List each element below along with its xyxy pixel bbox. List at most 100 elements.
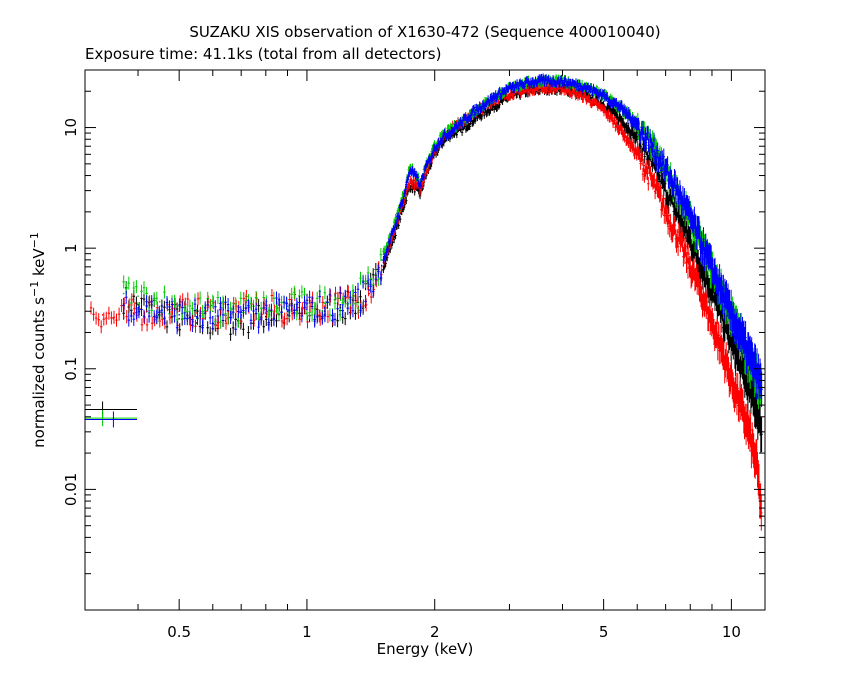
data-point bbox=[158, 300, 161, 303]
x-tick-label: 2 bbox=[430, 623, 440, 641]
data-point bbox=[354, 299, 357, 302]
data-point bbox=[636, 138, 638, 140]
data-point bbox=[380, 266, 383, 268]
data-point bbox=[700, 266, 703, 268]
data-point bbox=[122, 292, 125, 295]
data-point bbox=[602, 94, 605, 97]
x-tick-label: 10 bbox=[722, 623, 741, 641]
data-point bbox=[212, 310, 214, 313]
data-point bbox=[392, 229, 395, 232]
data-point bbox=[158, 310, 161, 313]
low-energy-point-0 bbox=[85, 401, 137, 418]
data-point bbox=[442, 135, 445, 137]
data-point bbox=[495, 94, 498, 97]
data-point bbox=[195, 308, 198, 311]
data-point bbox=[651, 163, 653, 165]
data-point bbox=[323, 307, 326, 309]
data-point bbox=[459, 122, 462, 125]
data-point bbox=[419, 189, 422, 192]
data-point bbox=[380, 259, 383, 261]
x-tick-label: 0.5 bbox=[167, 623, 191, 641]
data-point bbox=[240, 314, 242, 316]
low-energy-point-2 bbox=[85, 411, 137, 428]
tick-layer bbox=[84, 69, 765, 611]
data-point bbox=[404, 191, 406, 194]
data-point bbox=[602, 109, 605, 111]
low-energy-point-1 bbox=[85, 410, 137, 427]
data-point bbox=[451, 129, 454, 131]
x-tick-label: 1 bbox=[302, 623, 312, 641]
data-point bbox=[122, 315, 125, 318]
data-point bbox=[392, 237, 395, 240]
data-point bbox=[689, 240, 692, 242]
y-tick-label: 0.1 bbox=[62, 357, 80, 381]
data-point bbox=[526, 89, 528, 91]
data-point bbox=[339, 303, 342, 306]
data-point bbox=[475, 109, 477, 111]
data-point bbox=[112, 317, 115, 320]
y-axis-label-sup2: −1 bbox=[28, 232, 41, 248]
y-axis-label-main: normalized counts s bbox=[30, 297, 48, 448]
plot-frame bbox=[84, 69, 766, 611]
y-axis-label-sup1: −1 bbox=[28, 281, 41, 297]
data-point bbox=[542, 79, 544, 82]
series-3-points bbox=[122, 73, 763, 408]
data-point bbox=[561, 87, 564, 90]
data-point bbox=[748, 354, 750, 356]
data-point bbox=[651, 145, 653, 147]
data-point bbox=[730, 379, 733, 382]
data-point bbox=[700, 292, 703, 295]
data-point bbox=[739, 404, 742, 406]
data-point bbox=[721, 350, 723, 352]
series-3 bbox=[122, 73, 763, 408]
data-point bbox=[677, 213, 680, 216]
data-point bbox=[368, 289, 370, 291]
data-point bbox=[664, 168, 667, 171]
data-point bbox=[748, 431, 750, 433]
data-point bbox=[380, 264, 383, 267]
data-point bbox=[212, 315, 214, 318]
chart-title: SUZAKU XIS observation of X1630-472 (Seq… bbox=[189, 23, 660, 41]
data-point bbox=[101, 314, 104, 316]
data-point bbox=[739, 363, 742, 365]
data-point bbox=[748, 386, 750, 389]
y-tick-label: 10 bbox=[62, 118, 80, 137]
data-point bbox=[526, 82, 528, 84]
data-point bbox=[433, 146, 436, 149]
data-point bbox=[711, 289, 713, 291]
data-point bbox=[409, 180, 411, 182]
data-point bbox=[265, 312, 267, 314]
data-point bbox=[414, 183, 417, 185]
tick-label-layer: 0.5 1 2 5 10 0.01 0.1 1 10 bbox=[62, 118, 741, 641]
data-point bbox=[392, 233, 395, 236]
series-2 bbox=[122, 74, 763, 410]
data-point bbox=[721, 291, 723, 294]
data-point bbox=[306, 308, 308, 311]
data-point bbox=[651, 180, 653, 182]
data-point bbox=[409, 168, 411, 171]
data-point bbox=[730, 340, 733, 342]
data-point bbox=[561, 80, 564, 83]
data-point bbox=[339, 299, 342, 302]
data-point bbox=[508, 93, 511, 95]
data-point bbox=[689, 216, 692, 219]
data-point bbox=[459, 129, 462, 131]
data-layer bbox=[85, 73, 763, 531]
data-point bbox=[711, 322, 713, 324]
data-point bbox=[323, 302, 326, 305]
data-point bbox=[178, 314, 180, 316]
y-axis-label: normalized counts s−1 keV−1 bbox=[28, 232, 48, 448]
data-point bbox=[721, 314, 723, 316]
data-point bbox=[664, 189, 667, 192]
data-point bbox=[677, 191, 680, 194]
x-axis-label: Energy (keV) bbox=[377, 640, 474, 658]
data-point bbox=[756, 373, 758, 376]
data-point bbox=[620, 129, 622, 131]
data-point bbox=[756, 467, 758, 469]
data-point bbox=[583, 85, 585, 87]
data-point bbox=[195, 315, 198, 318]
data-point bbox=[414, 174, 417, 177]
data-point bbox=[730, 314, 733, 316]
data-point bbox=[700, 242, 703, 244]
